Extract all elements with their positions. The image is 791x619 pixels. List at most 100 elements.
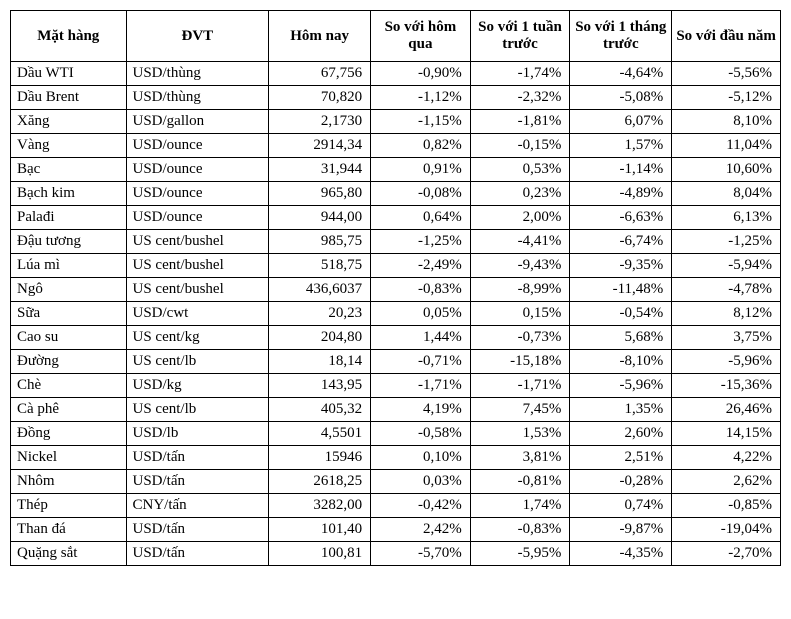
table-row: ĐườngUS cent/lb18,14-0,71%-15,18%-8,10%-… (11, 350, 781, 374)
cell-vs-week: -9,43% (470, 254, 570, 278)
cell-today: 2618,25 (269, 470, 371, 494)
cell-vs-month: -6,74% (570, 230, 672, 254)
cell-vs-yesterday: 0,10% (371, 446, 471, 470)
cell-vs-week: -1,71% (470, 374, 570, 398)
cell-today: 31,944 (269, 158, 371, 182)
cell-vs-month: -4,89% (570, 182, 672, 206)
table-row: ThépCNY/tấn3282,00-0,42%1,74%0,74%-0,85% (11, 494, 781, 518)
cell-unit: USD/ounce (126, 182, 269, 206)
cell-today: 518,75 (269, 254, 371, 278)
cell-vs-month: 2,60% (570, 422, 672, 446)
cell-vs-month: -11,48% (570, 278, 672, 302)
cell-vs-month: -4,64% (570, 62, 672, 86)
cell-today: 101,40 (269, 518, 371, 542)
cell-unit: USD/cwt (126, 302, 269, 326)
cell-name: Bạc (11, 158, 127, 182)
cell-unit: US cent/kg (126, 326, 269, 350)
cell-vs-ytd: -4,78% (672, 278, 781, 302)
cell-unit: US cent/bushel (126, 230, 269, 254)
cell-today: 143,95 (269, 374, 371, 398)
cell-name: Chè (11, 374, 127, 398)
cell-vs-week: 0,15% (470, 302, 570, 326)
cell-vs-week: -0,73% (470, 326, 570, 350)
table-body: Dầu WTIUSD/thùng67,756-0,90%-1,74%-4,64%… (11, 62, 781, 566)
cell-today: 405,32 (269, 398, 371, 422)
cell-today: 70,820 (269, 86, 371, 110)
table-row: Đậu tươngUS cent/bushel985,75-1,25%-4,41… (11, 230, 781, 254)
cell-vs-yesterday: 0,82% (371, 134, 471, 158)
cell-unit: USD/tấn (126, 446, 269, 470)
cell-vs-yesterday: -1,15% (371, 110, 471, 134)
col-header-name: Mặt hàng (11, 11, 127, 62)
cell-unit: USD/ounce (126, 158, 269, 182)
cell-vs-month: 1,57% (570, 134, 672, 158)
table-row: Cao suUS cent/kg204,801,44%-0,73%5,68%3,… (11, 326, 781, 350)
cell-vs-week: -5,95% (470, 542, 570, 566)
cell-vs-ytd: 8,04% (672, 182, 781, 206)
cell-vs-month: -8,10% (570, 350, 672, 374)
table-row: Bạch kimUSD/ounce965,80-0,08%0,23%-4,89%… (11, 182, 781, 206)
cell-vs-ytd: -15,36% (672, 374, 781, 398)
cell-unit: USD/tấn (126, 470, 269, 494)
cell-unit: USD/thùng (126, 62, 269, 86)
cell-vs-yesterday: -1,71% (371, 374, 471, 398)
cell-today: 4,5501 (269, 422, 371, 446)
cell-vs-month: 1,35% (570, 398, 672, 422)
cell-vs-yesterday: 0,64% (371, 206, 471, 230)
table-row: XăngUSD/gallon2,1730-1,15%-1,81%6,07%8,1… (11, 110, 781, 134)
cell-unit: USD/kg (126, 374, 269, 398)
table-row: NickelUSD/tấn159460,10%3,81%2,51%4,22% (11, 446, 781, 470)
cell-vs-month: 2,51% (570, 446, 672, 470)
cell-vs-yesterday: 2,42% (371, 518, 471, 542)
cell-vs-month: -5,08% (570, 86, 672, 110)
cell-vs-ytd: 11,04% (672, 134, 781, 158)
cell-unit: USD/thùng (126, 86, 269, 110)
table-header: Mặt hàng ĐVT Hôm nay So với hôm qua So v… (11, 11, 781, 62)
cell-vs-yesterday: 0,05% (371, 302, 471, 326)
cell-unit: US cent/bushel (126, 278, 269, 302)
cell-today: 944,00 (269, 206, 371, 230)
table-row: PalađiUSD/ounce944,000,64%2,00%-6,63%6,1… (11, 206, 781, 230)
table-row: BạcUSD/ounce31,9440,91%0,53%-1,14%10,60% (11, 158, 781, 182)
cell-vs-ytd: -5,96% (672, 350, 781, 374)
table-row: NgôUS cent/bushel436,6037-0,83%-8,99%-11… (11, 278, 781, 302)
cell-vs-yesterday: 0,03% (371, 470, 471, 494)
cell-vs-ytd: -5,56% (672, 62, 781, 86)
col-header-ytd: So với đầu năm (672, 11, 781, 62)
cell-today: 2914,34 (269, 134, 371, 158)
table-row: Quặng sắtUSD/tấn100,81-5,70%-5,95%-4,35%… (11, 542, 781, 566)
cell-name: Thép (11, 494, 127, 518)
cell-today: 204,80 (269, 326, 371, 350)
cell-vs-week: 1,74% (470, 494, 570, 518)
cell-vs-yesterday: -0,42% (371, 494, 471, 518)
cell-vs-week: -8,99% (470, 278, 570, 302)
cell-vs-month: -1,14% (570, 158, 672, 182)
cell-name: Vàng (11, 134, 127, 158)
cell-name: Đường (11, 350, 127, 374)
table-row: Lúa mìUS cent/bushel518,75-2,49%-9,43%-9… (11, 254, 781, 278)
cell-name: Cao su (11, 326, 127, 350)
cell-vs-yesterday: -0,71% (371, 350, 471, 374)
col-header-unit: ĐVT (126, 11, 269, 62)
cell-name: Dầu WTI (11, 62, 127, 86)
cell-vs-month: -6,63% (570, 206, 672, 230)
cell-vs-ytd: -2,70% (672, 542, 781, 566)
cell-name: Đồng (11, 422, 127, 446)
table-row: VàngUSD/ounce2914,340,82%-0,15%1,57%11,0… (11, 134, 781, 158)
cell-unit: USD/lb (126, 422, 269, 446)
cell-vs-week: -2,32% (470, 86, 570, 110)
cell-today: 20,23 (269, 302, 371, 326)
col-header-w1: So với 1 tuần trước (470, 11, 570, 62)
cell-vs-ytd: 3,75% (672, 326, 781, 350)
col-header-d1: So với hôm qua (371, 11, 471, 62)
cell-vs-yesterday: 4,19% (371, 398, 471, 422)
cell-vs-month: 5,68% (570, 326, 672, 350)
cell-vs-week: -15,18% (470, 350, 570, 374)
commodity-price-table: Mặt hàng ĐVT Hôm nay So với hôm qua So v… (10, 10, 781, 566)
cell-vs-month: -0,54% (570, 302, 672, 326)
cell-vs-week: 3,81% (470, 446, 570, 470)
cell-name: Sữa (11, 302, 127, 326)
cell-vs-yesterday: -0,58% (371, 422, 471, 446)
cell-name: Than đá (11, 518, 127, 542)
cell-today: 15946 (269, 446, 371, 470)
